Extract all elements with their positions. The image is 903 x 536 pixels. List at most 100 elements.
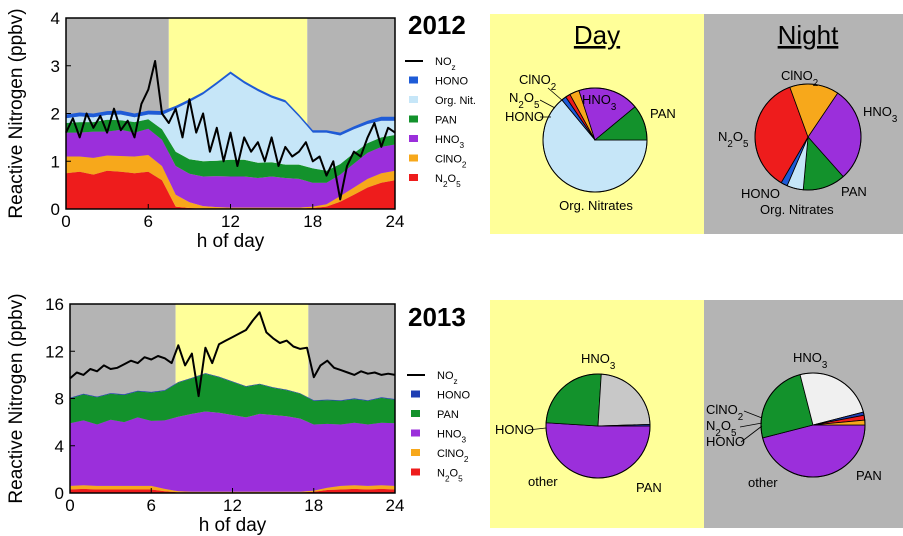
line-noz [69, 311, 396, 398]
pie-label-clno: ClNO2 [706, 402, 743, 423]
y-tick-label: 1 [51, 152, 60, 171]
legend-swatch-hono [411, 390, 420, 398]
area-hno [70, 411, 395, 492]
y-tick-label: 4 [51, 9, 60, 28]
pie-label-other: other [528, 474, 558, 489]
pie-label-pan: PAN [856, 468, 882, 483]
legend-label-hno: HNO3 [437, 429, 466, 445]
legend-swatch-n-o [409, 174, 418, 181]
area-pan [70, 373, 395, 425]
y-axis-label: Reactive Nitrogen (ppbv) [6, 8, 27, 218]
legend-label-clno: ClNO2 [437, 448, 469, 464]
x-axis-label: h of day [199, 515, 267, 536]
pie-label-org-nitrates: Org. Nitrates [760, 202, 834, 217]
x-axis-label: h of day [197, 231, 265, 252]
legend-swatch-hno [411, 429, 420, 437]
legend-swatch-hno [409, 135, 418, 142]
pie-label-clno: ClNO2 [781, 68, 818, 89]
pie-leader-n-o [739, 422, 763, 428]
y-tick-label: 16 [45, 295, 64, 314]
area-org-nit [66, 73, 395, 171]
y-tick-label: 12 [45, 342, 64, 361]
legend-swatch-hono [409, 76, 418, 84]
pie-label-hno: HNO3 [863, 104, 897, 125]
pie-label-hono: HONO [495, 422, 534, 437]
y-tick-label: 2 [51, 105, 60, 124]
pie-leader-clno [743, 410, 763, 419]
legend-label-pan: PAN [437, 409, 459, 421]
pie-label-hono: HONO [706, 434, 745, 449]
legend-label-clno: ClNO2 [435, 154, 467, 170]
x-tick-label: 0 [65, 496, 74, 515]
x-tick-label: 24 [386, 212, 405, 231]
legend-label-hono: HONO [435, 76, 468, 88]
pie-label-hno: HNO3 [582, 92, 616, 113]
legend-label-org-nit: Org. Nit. [435, 95, 476, 107]
y-tick-label: 3 [51, 57, 60, 76]
pie-leader-n-o [539, 99, 556, 109]
legend-label-pan: PAN [435, 115, 457, 127]
pie-label-pan: PAN [841, 184, 867, 199]
pie-label-hono: HONO [741, 186, 780, 201]
x-tick-label: 18 [304, 496, 323, 515]
y-axis-label: Reactive Nitrogen (ppbv) [6, 293, 27, 503]
pie-label-n-o: N2O5 [509, 90, 540, 111]
x-tick-label: 6 [144, 212, 153, 231]
legend-label-hno: HNO3 [435, 134, 464, 150]
legend-2013: NOz HONO PAN HNO3 ClNO2 N2O5 [407, 370, 470, 483]
x-tick-label: 12 [223, 496, 242, 515]
pie-label-org-nitrates: Org. Nitrates [559, 198, 633, 213]
pie-label-pan: PAN [650, 106, 676, 121]
x-tick-label: 0 [61, 212, 70, 231]
pie-label-clno: ClNO2 [519, 72, 556, 93]
year-label-2012: 2012 [408, 10, 466, 40]
year-label-2013: 2013 [408, 302, 466, 332]
legend-label-noz: NOz [437, 370, 458, 386]
pie-label-hno: HNO3 [581, 351, 615, 372]
area-hno [66, 128, 395, 208]
x-tick-label: 12 [221, 212, 240, 231]
legend-label-n-o: N2O5 [435, 173, 461, 189]
area-pan [66, 119, 395, 183]
legend-label-hono: HONO [437, 390, 470, 402]
pie-label-hono: HONO [505, 109, 544, 124]
legend-swatch-pan [409, 115, 418, 123]
pie-label-other: other [748, 475, 778, 490]
x-tick-label: 18 [303, 212, 322, 231]
legend-swatch-pan [411, 410, 420, 417]
line-noz [65, 60, 396, 201]
legend-label-noz: NOz [435, 56, 456, 72]
y-tick-label: 4 [55, 437, 64, 456]
pie-leader-hono [527, 427, 547, 431]
area-chart-2013: 0 6 12 18 24 0 4 8 12 16 h of day Reactive Nitrogen… [6, 293, 404, 536]
pie-outline [545, 373, 651, 479]
y-tick-label: 0 [51, 200, 60, 219]
pie-label-n-o: N2O5 [706, 418, 737, 439]
pie-outline [760, 372, 866, 478]
pie-leader-clno [547, 87, 564, 102]
x-tick-label: 24 [386, 496, 405, 515]
pie-label-n-o: N2O5 [718, 129, 749, 150]
pie-label-hno: HNO3 [793, 350, 827, 371]
pie-outline [754, 83, 862, 191]
legend-swatch-n-o [411, 468, 420, 476]
pie-outline [542, 87, 648, 193]
pie-title-day: Day [574, 20, 620, 50]
legend-swatch-clno [411, 449, 420, 456]
legend-label-n-o: N2O5 [437, 468, 463, 484]
pie-chart-2013-day: HNO3 PAN other HONO [495, 351, 662, 495]
area-clno [66, 155, 395, 209]
legend-swatch-clno [409, 154, 418, 162]
legend-2012: NOz HONO Org. Nit. PAN HNO3 ClNO2 N2O5 [405, 56, 476, 189]
legend-swatch-org-nit [409, 96, 418, 103]
x-tick-label: 6 [147, 496, 156, 515]
area-n-o [66, 170, 395, 209]
pie-leader-hono [740, 425, 763, 443]
pie-label-pan: PAN [636, 480, 662, 495]
y-tick-label: 0 [55, 484, 64, 503]
